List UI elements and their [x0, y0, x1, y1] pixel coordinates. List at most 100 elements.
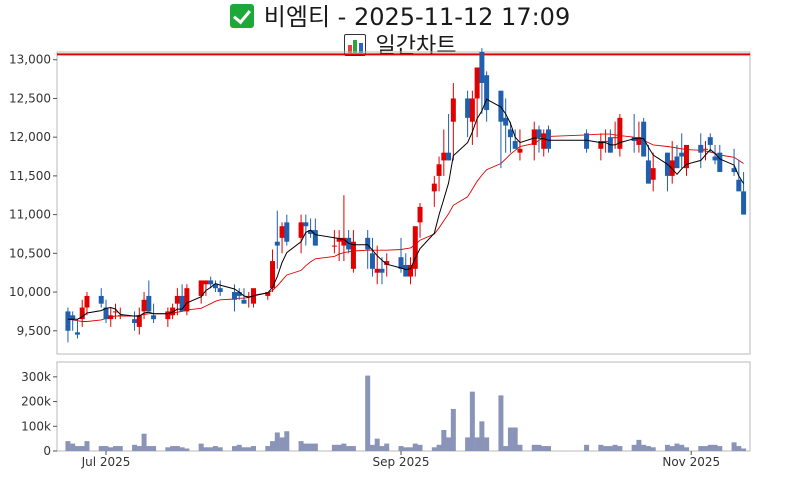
volume-bar — [279, 437, 285, 451]
candle-body — [84, 295, 90, 308]
candle-body — [165, 311, 171, 320]
moving-average-long-line — [67, 133, 744, 322]
candle-body — [384, 261, 390, 265]
volume-bar — [631, 444, 637, 451]
volume-axis-tick-label: 100k — [21, 419, 51, 433]
x-axis-tick-label: Sep 2025 — [373, 455, 430, 469]
candle-body — [507, 129, 513, 138]
candle-body — [198, 280, 204, 296]
volume-bar — [441, 429, 447, 451]
volume-bar — [70, 443, 76, 451]
x-axis-tick-label: Jul 2025 — [81, 455, 131, 469]
volume-bar — [431, 447, 437, 451]
volume-bar — [174, 446, 180, 451]
candle-body — [246, 295, 252, 297]
volume-bar — [736, 446, 742, 451]
candle-body — [546, 129, 551, 149]
volume-bar — [531, 444, 537, 451]
candle-body — [503, 117, 509, 126]
volume-axis-tick-label: 300k — [21, 370, 51, 384]
volume-bar — [108, 447, 114, 451]
volume-bar — [136, 446, 142, 451]
candle-body — [136, 315, 142, 327]
volume-bar — [365, 375, 371, 451]
volume-bar — [436, 444, 442, 451]
volume-bar — [612, 444, 618, 451]
candle-body — [369, 253, 375, 269]
volume-bar — [607, 446, 613, 451]
volume-bar — [113, 446, 119, 451]
candle-body — [208, 280, 214, 285]
volume-bar — [650, 447, 656, 451]
candle-body — [408, 264, 414, 277]
y-axis-tick-label: 11,000 — [9, 208, 51, 222]
volume-bar — [417, 444, 423, 451]
volume-bar — [65, 441, 71, 451]
volume-panel-frame — [56, 361, 751, 452]
y-axis-tick-label: 9,500 — [17, 324, 51, 338]
candle-body — [98, 295, 104, 304]
candle-body — [279, 226, 285, 238]
volume-bar — [374, 438, 380, 451]
volume-bar — [84, 441, 90, 451]
candle-body — [241, 299, 247, 304]
candle-body — [113, 311, 119, 313]
volume-bar — [683, 447, 689, 451]
candle-body — [612, 137, 618, 139]
candle-body — [541, 133, 547, 149]
volume-bar — [412, 443, 418, 451]
volume-bar — [79, 446, 85, 451]
candle-body — [707, 137, 713, 145]
candle-body — [336, 237, 342, 242]
volume-bar — [384, 443, 390, 451]
volume-bar — [274, 432, 280, 451]
candle-body — [179, 295, 185, 312]
volume-bar — [117, 446, 123, 451]
volume-bar — [498, 395, 504, 451]
x-axis-tick-label: Nov 2025 — [662, 455, 720, 469]
candle-body — [674, 156, 680, 169]
candle-body — [431, 183, 437, 192]
volume-bar — [336, 444, 342, 451]
candle-body — [70, 315, 76, 320]
volume-bar — [236, 444, 242, 451]
volume-bar — [546, 446, 551, 451]
volume-bar — [132, 444, 138, 451]
volume-bar — [450, 408, 456, 451]
candle-body — [465, 98, 471, 118]
candle-body — [417, 206, 423, 223]
candle-body — [303, 222, 309, 227]
candle-body — [712, 156, 718, 161]
y-axis-tick-label: 12,500 — [9, 91, 51, 105]
candle-body — [469, 98, 475, 122]
candle-body — [479, 52, 485, 83]
candle-body — [231, 292, 237, 300]
volume-bar — [465, 437, 471, 451]
volume-axis-tick-label: 0 — [43, 444, 51, 458]
volume-bar — [669, 446, 675, 451]
volume-bar — [379, 446, 385, 451]
y-axis-tick-label: 10,500 — [9, 246, 51, 260]
volume-bar — [679, 444, 685, 451]
candle-body — [270, 261, 276, 289]
candle-body — [236, 292, 242, 296]
volume-bar — [536, 444, 542, 451]
volume-bar — [350, 446, 356, 451]
volume-bar — [208, 447, 214, 451]
candle-body — [312, 230, 318, 246]
candle-body — [731, 168, 737, 173]
candle-body — [679, 152, 685, 157]
volume-bar — [217, 447, 223, 451]
volume-bar — [603, 446, 609, 451]
candle-body — [365, 237, 371, 250]
candle-body — [412, 226, 418, 269]
volume-axis-tick-label: 200k — [21, 395, 51, 409]
candle-body — [584, 133, 590, 149]
candle-body — [598, 141, 604, 149]
volume-bar — [198, 443, 204, 451]
volume-bar — [184, 448, 190, 451]
candle-body — [484, 75, 490, 111]
volume-bar — [179, 447, 185, 451]
candle-body — [132, 319, 138, 324]
volume-bar — [146, 446, 152, 451]
